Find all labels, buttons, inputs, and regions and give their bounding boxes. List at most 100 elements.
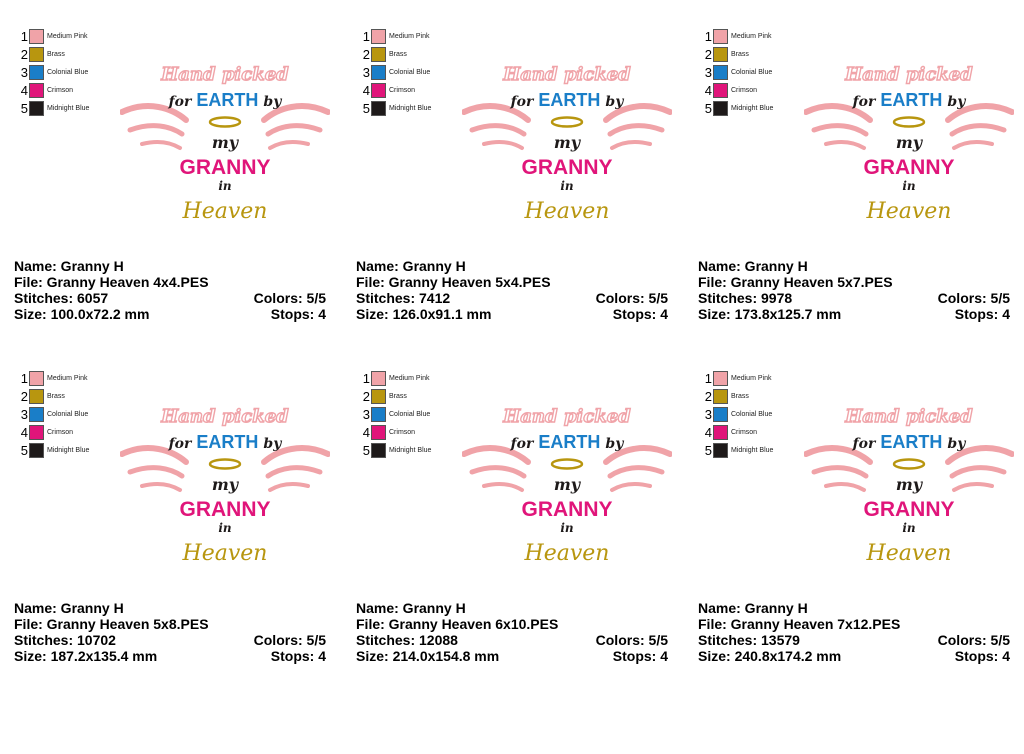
design-size: Size: 173.8x125.7 mm <box>698 306 842 322</box>
embroidery-design: Hand picked for EARTH by my GRANNY in Heav… <box>120 63 330 222</box>
design-word-by: by <box>263 436 282 452</box>
color-number: 4 <box>704 424 712 440</box>
wing-shape <box>261 103 330 150</box>
design-line-for-earth-by: for EARTH by <box>510 432 625 452</box>
color-name: Brass <box>47 50 65 58</box>
color-number: 3 <box>20 64 28 80</box>
design-file: File: Granny Heaven 5x4.PES <box>356 274 551 290</box>
design-line-my: my <box>896 133 924 152</box>
color-number: 2 <box>20 388 28 404</box>
color-swatch <box>29 388 44 404</box>
color-swatch <box>713 370 728 386</box>
stitch-count: Stitches: 6057 <box>14 290 109 306</box>
embroidery-design: Hand picked for EARTH by my GRANNY in Heav… <box>462 405 672 564</box>
wing-shape <box>462 445 531 492</box>
design-line-hand-picked: Hand picked <box>160 64 289 85</box>
design-file: File: Granny Heaven 7x12.PES <box>698 616 901 632</box>
legend-row: 2 Brass <box>362 387 431 405</box>
color-number: 2 <box>704 46 712 62</box>
legend-row: 5 Midnight Blue <box>704 441 773 459</box>
halo-shape <box>208 458 242 470</box>
color-name: Colonial Blue <box>731 68 773 76</box>
legend-row: 3 Colonial Blue <box>20 63 89 81</box>
design-size: Size: 187.2x135.4 mm <box>14 648 158 664</box>
color-number: 5 <box>362 442 370 458</box>
stop-count: Stops: 4 <box>954 306 1010 322</box>
legend-row: 3 Colonial Blue <box>704 63 773 81</box>
color-swatch <box>713 82 728 98</box>
wing-shape <box>120 103 189 150</box>
legend-row: 2 Brass <box>20 45 89 63</box>
color-name: Brass <box>731 392 749 400</box>
color-count: Colors: 5/5 <box>595 632 668 648</box>
color-number: 5 <box>20 442 28 458</box>
design-word-for: for <box>510 436 535 452</box>
design-word-by: by <box>605 94 624 110</box>
stitch-count: Stitches: 13579 <box>698 632 800 648</box>
legend-row: 5 Midnight Blue <box>362 99 431 117</box>
wing-shape <box>945 445 1014 492</box>
color-name: Colonial Blue <box>47 68 89 76</box>
legend-row: 2 Brass <box>704 387 773 405</box>
legend-row: 4 Crimson <box>362 423 431 441</box>
design-word-by: by <box>947 436 966 452</box>
color-number: 2 <box>362 388 370 404</box>
design-line-granny: GRANNY <box>863 156 954 179</box>
design-name: Name: Granny H <box>356 600 466 616</box>
halo-shape <box>550 116 584 128</box>
design-line-in: in <box>902 521 915 535</box>
design-size: Size: 214.0x154.8 mm <box>356 648 500 664</box>
color-number: 3 <box>20 406 28 422</box>
color-name: Medium Pink <box>731 374 772 382</box>
color-number: 1 <box>362 28 370 44</box>
stop-count: Stops: 4 <box>270 306 326 322</box>
color-swatch <box>713 406 728 422</box>
color-swatch <box>371 442 386 458</box>
design-card: 1 Medium Pink 2 Brass 3 Colonial Blue 4 … <box>14 342 344 672</box>
legend-row: 3 Colonial Blue <box>704 405 773 423</box>
color-name: Medium Pink <box>389 32 430 40</box>
stitch-count: Stitches: 9978 <box>698 290 793 306</box>
design-line-hand-picked: Hand picked <box>160 406 289 427</box>
color-count: Colors: 5/5 <box>253 632 326 648</box>
wing-shape <box>603 103 672 150</box>
design-word-by: by <box>947 94 966 110</box>
color-number: 1 <box>704 28 712 44</box>
design-word-earth: EARTH <box>196 432 258 452</box>
color-swatch <box>713 100 728 116</box>
design-line-granny: GRANNY <box>521 156 612 179</box>
color-swatch <box>29 370 44 386</box>
wing-shape <box>804 103 873 150</box>
color-legend: 1 Medium Pink 2 Brass 3 Colonial Blue 4 … <box>704 27 773 117</box>
legend-row: 5 Midnight Blue <box>20 441 89 459</box>
color-swatch <box>371 64 386 80</box>
color-swatch <box>713 388 728 404</box>
design-file: File: Granny Heaven 4x4.PES <box>14 274 209 290</box>
color-number: 5 <box>362 100 370 116</box>
color-name: Crimson <box>731 86 758 94</box>
color-swatch <box>371 370 386 386</box>
color-name: Midnight Blue <box>47 104 90 112</box>
color-name: Brass <box>389 50 407 58</box>
color-number: 5 <box>704 442 712 458</box>
color-swatch <box>371 46 386 62</box>
design-line-granny: GRANNY <box>179 156 270 179</box>
design-word-for: for <box>852 436 877 452</box>
design-line-in: in <box>218 521 231 535</box>
design-info: Name: Granny H File: Granny Heaven 5x7.P… <box>698 258 1010 322</box>
color-legend: 1 Medium Pink 2 Brass 3 Colonial Blue 4 … <box>362 27 431 117</box>
design-name: Name: Granny H <box>356 258 466 274</box>
color-number: 3 <box>362 406 370 422</box>
legend-row: 1 Medium Pink <box>362 369 431 387</box>
wing-shape <box>945 103 1014 150</box>
wing-shape <box>261 445 330 492</box>
legend-row: 3 Colonial Blue <box>362 63 431 81</box>
color-swatch <box>713 64 728 80</box>
halo-shape <box>208 116 242 128</box>
color-legend: 1 Medium Pink 2 Brass 3 Colonial Blue 4 … <box>20 27 89 117</box>
color-number: 1 <box>20 370 28 386</box>
legend-row: 2 Brass <box>704 45 773 63</box>
color-count: Colors: 5/5 <box>937 290 1010 306</box>
color-swatch <box>371 424 386 440</box>
embroidery-design: Hand picked for EARTH by my GRANNY in Heav… <box>120 405 330 564</box>
